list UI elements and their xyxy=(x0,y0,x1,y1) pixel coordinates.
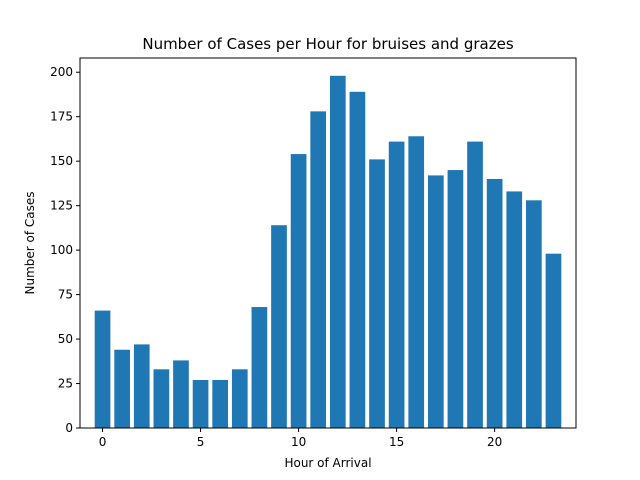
bar-hour-12 xyxy=(329,75,346,429)
y-tick-label: 25 xyxy=(58,377,73,391)
bar-hour-13 xyxy=(349,91,366,428)
y-tick-label: 175 xyxy=(50,110,73,124)
y-tick-label: 0 xyxy=(65,421,73,435)
plot-frame xyxy=(79,57,577,429)
bar-hour-4 xyxy=(173,360,189,428)
bar-hour-2 xyxy=(133,344,150,428)
y-axis-label: Number of Cases xyxy=(23,191,37,294)
bar-hour-8 xyxy=(251,307,268,428)
bar-hour-21 xyxy=(506,191,523,428)
bar-hour-20 xyxy=(486,178,503,428)
y-tick-label: 200 xyxy=(50,65,73,79)
y-tick-label: 150 xyxy=(50,154,73,168)
bar-hour-3 xyxy=(153,369,170,428)
bar-hour-10 xyxy=(290,154,307,429)
bar-hour-16 xyxy=(408,136,425,428)
bar-hour-7 xyxy=(231,369,248,428)
bar-hour-11 xyxy=(310,111,327,428)
bar-hour-22 xyxy=(526,200,542,428)
y-tick-label: 75 xyxy=(58,288,73,302)
x-tick-label: 10 xyxy=(291,435,306,449)
x-tick-label: 5 xyxy=(197,435,205,449)
y-tick-label: 50 xyxy=(58,332,73,346)
bars-group xyxy=(94,75,562,429)
x-axis-label: Hour of Arrival xyxy=(284,456,371,470)
bar-hour-15 xyxy=(388,141,405,428)
bar-hour-1 xyxy=(114,349,130,428)
bar-hour-18 xyxy=(447,170,464,428)
x-tick-label: 15 xyxy=(389,435,404,449)
y-tick-label: 125 xyxy=(50,199,73,213)
y-axis-ticks: 0 25 50 75 100 125 150 175 200 xyxy=(50,65,80,435)
x-tick-label: 0 xyxy=(99,435,107,449)
bar-hour-14 xyxy=(369,159,385,428)
bar-hour-19 xyxy=(467,141,483,428)
chart-title: Number of Cases per Hour for bruises and… xyxy=(142,35,513,53)
bar-hour-5 xyxy=(192,379,209,428)
bar-hour-6 xyxy=(212,379,229,428)
bar-hour-23 xyxy=(545,253,562,428)
bar-hour-9 xyxy=(271,225,287,428)
bar-hour-0 xyxy=(94,310,111,428)
y-tick-label: 100 xyxy=(50,243,73,257)
bar-hour-17 xyxy=(427,175,444,428)
x-axis-ticks: 0 5 10 15 20 xyxy=(99,428,502,449)
x-tick-label: 20 xyxy=(487,435,502,449)
